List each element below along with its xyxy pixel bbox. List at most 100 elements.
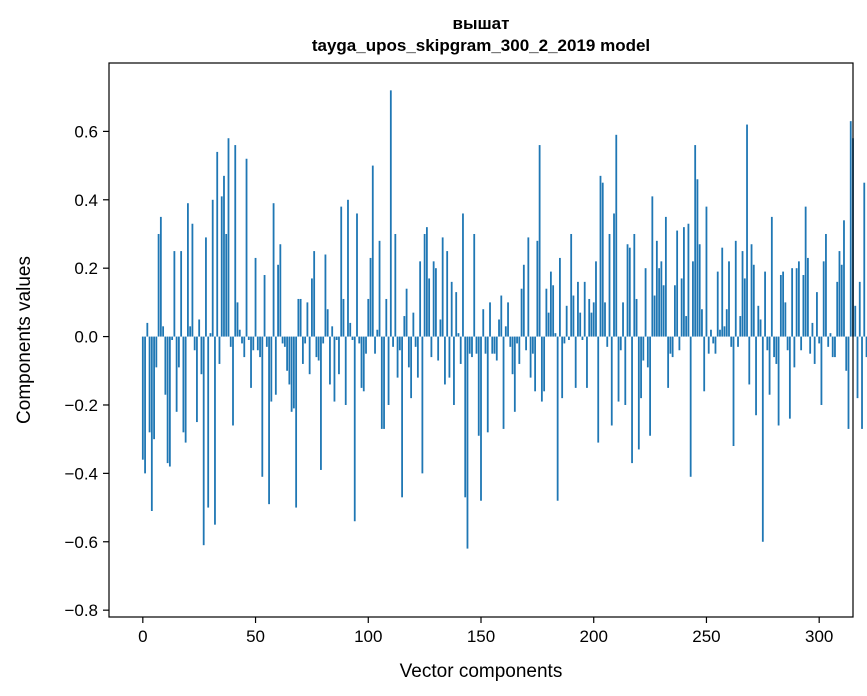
bar-83 xyxy=(329,336,331,385)
bar-108 xyxy=(385,298,388,337)
bar-220 xyxy=(637,336,640,450)
bar-260 xyxy=(728,261,730,337)
bar-128 xyxy=(430,336,433,358)
bar-16 xyxy=(177,336,180,368)
bar-231 xyxy=(662,285,665,337)
bar-127 xyxy=(428,278,431,337)
bar-45 xyxy=(243,336,246,358)
bar-305 xyxy=(829,333,832,337)
bar-40 xyxy=(232,336,234,426)
bar-219 xyxy=(635,298,638,337)
bar-62 xyxy=(281,336,284,344)
bar-41 xyxy=(234,145,237,337)
bar-233 xyxy=(667,336,670,388)
bar-60 xyxy=(277,264,279,337)
bar-176 xyxy=(538,145,541,337)
y-tick-label: −0.2 xyxy=(64,396,98,415)
bar-304 xyxy=(827,336,830,347)
bar-172 xyxy=(529,336,532,378)
bar-173 xyxy=(531,336,534,354)
bar-134 xyxy=(444,336,446,385)
bar-177 xyxy=(540,336,543,402)
bar-207 xyxy=(608,233,611,337)
bar-78 xyxy=(317,336,320,361)
bar-157 xyxy=(495,336,498,361)
bar-300 xyxy=(818,336,821,344)
bar-46 xyxy=(245,158,248,337)
y-tick-label: 0.2 xyxy=(74,259,98,278)
y-axis-ticks: −0.8 −0.6 −0.4 −0.2 0.0 0.2 0.4 0.6 xyxy=(64,122,109,620)
bar-239 xyxy=(680,278,683,337)
bar-203 xyxy=(599,175,602,337)
bar-288 xyxy=(791,268,794,337)
bar-217 xyxy=(631,336,633,464)
bar-145 xyxy=(468,336,471,354)
x-tick-label: 150 xyxy=(467,627,495,646)
bar-151 xyxy=(482,309,485,337)
bar-159 xyxy=(500,295,503,337)
bar-259 xyxy=(725,309,728,337)
bar-175 xyxy=(536,240,539,337)
bar-14 xyxy=(173,251,176,337)
bar-285 xyxy=(784,302,787,337)
bar-205 xyxy=(604,302,606,337)
bar-58 xyxy=(272,203,275,337)
bar-143 xyxy=(464,336,467,498)
bar-286 xyxy=(786,336,789,351)
bar-167 xyxy=(518,336,521,364)
bar-218 xyxy=(633,233,636,337)
bar-165 xyxy=(513,336,516,412)
bar-68 xyxy=(295,336,298,508)
bar-131 xyxy=(437,336,440,361)
bar-26 xyxy=(200,336,203,375)
bar-113 xyxy=(396,336,399,378)
bar-65 xyxy=(288,336,291,385)
bar-72 xyxy=(304,336,307,344)
bar-21 xyxy=(189,326,192,337)
bar-90 xyxy=(344,336,347,405)
bar-223 xyxy=(644,268,647,337)
bar-147 xyxy=(473,233,476,337)
bar-170 xyxy=(525,336,527,351)
bar-266 xyxy=(741,251,744,337)
bar-71 xyxy=(301,336,304,364)
bar-76 xyxy=(313,251,316,337)
bar-12 xyxy=(168,336,171,467)
bar-188 xyxy=(565,305,568,337)
bar-series xyxy=(141,90,867,549)
bar-85 xyxy=(333,336,336,402)
bar-146 xyxy=(471,336,473,358)
bar-25 xyxy=(198,319,201,337)
bar-122 xyxy=(416,336,419,378)
bar-2 xyxy=(146,322,149,337)
bar-180 xyxy=(547,312,550,337)
bar-269 xyxy=(748,336,751,385)
bar-11 xyxy=(166,336,169,464)
x-tick-label: 200 xyxy=(580,627,608,646)
bar-212 xyxy=(619,336,622,351)
bar-215 xyxy=(626,244,629,337)
bar-84 xyxy=(331,326,334,337)
bar-124 xyxy=(421,336,424,474)
bar-280 xyxy=(773,336,775,358)
bar-261 xyxy=(730,336,733,347)
bar-17 xyxy=(180,251,183,337)
bar-87 xyxy=(338,336,340,375)
bar-268 xyxy=(746,124,748,337)
bar-149 xyxy=(477,336,480,436)
bar-192 xyxy=(574,336,577,388)
bar-123 xyxy=(419,261,422,337)
bar-164 xyxy=(511,336,514,375)
chart-subtitle: tayga_upos_skipgram_300_2_2019 model xyxy=(312,36,650,55)
bar-64 xyxy=(286,336,289,371)
bar-190 xyxy=(570,233,573,337)
bar-199 xyxy=(590,312,593,337)
bar-281 xyxy=(775,336,778,364)
bar-5 xyxy=(153,336,155,440)
bar-225 xyxy=(649,336,651,436)
bar-234 xyxy=(669,336,672,354)
bar-258 xyxy=(723,326,726,337)
bar-109 xyxy=(387,336,390,405)
bar-235 xyxy=(671,336,674,358)
bar-297 xyxy=(811,322,814,337)
